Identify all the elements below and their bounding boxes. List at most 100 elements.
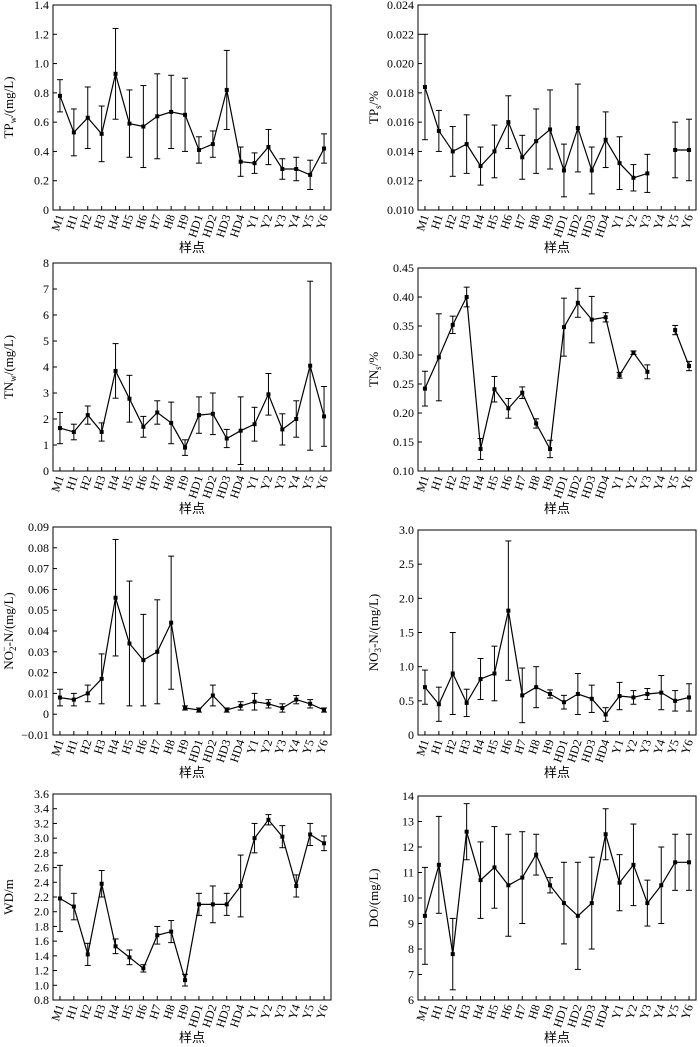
data-point-h4 — [478, 878, 483, 883]
x-tick-label-y6: Y6 — [313, 474, 331, 492]
x-tick-label-h2: H2 — [77, 738, 95, 756]
data-point-y1 — [252, 836, 257, 841]
x-tick-label-h3: H3 — [456, 738, 474, 756]
data-point-hd3 — [589, 168, 594, 173]
x-tick-label-h6: H6 — [497, 213, 515, 231]
data-point-h8 — [534, 685, 539, 690]
x-tick-label-h8: H8 — [160, 474, 178, 492]
x-tick-label-y5: Y5 — [299, 1003, 317, 1021]
data-point-hd1 — [561, 168, 566, 173]
y-tick-label: 0.012 — [387, 174, 414, 188]
plot-frame — [52, 262, 332, 472]
data-point-h2 — [450, 952, 455, 957]
data-point-h4 — [113, 944, 118, 949]
x-tick-label-hd1: HD1 — [185, 738, 206, 765]
x-tick-label-h9: H9 — [539, 474, 557, 492]
x-tick-label-h4: H4 — [470, 474, 488, 492]
y-tick-label: 0.024 — [387, 0, 414, 12]
y-tick-label: 2.8 — [34, 846, 49, 860]
x-tick-label-hd4: HD4 — [227, 1003, 248, 1030]
series-line — [59, 73, 325, 176]
data-point-hd4 — [603, 832, 608, 837]
data-point-h7 — [155, 649, 160, 654]
x-tick-label-h8: H8 — [525, 474, 543, 492]
plot-frame — [417, 529, 697, 736]
x-tick-label-h2: H2 — [77, 474, 95, 492]
data-point-m1 — [57, 695, 62, 700]
data-point-h6 — [141, 124, 146, 129]
series-line — [424, 294, 690, 451]
data-point-h9 — [183, 705, 188, 710]
x-tick-label-hd1: HD1 — [185, 213, 206, 240]
y-tick-label: 0.04 — [28, 624, 49, 638]
data-point-y1 — [617, 161, 622, 166]
data-point-y1 — [617, 373, 622, 378]
x-tick-label-h3: H3 — [91, 213, 109, 231]
x-tick-label-h1: H1 — [428, 213, 446, 231]
data-point-h3 — [99, 676, 104, 681]
x-tick-label-h9: H9 — [539, 1003, 557, 1021]
data-point-h2 — [85, 115, 90, 120]
data-point-h7 — [155, 410, 160, 415]
data-point-y6 — [322, 708, 327, 713]
data-point-hd2 — [575, 913, 580, 918]
data-point-y2 — [266, 145, 271, 150]
data-point-h1 — [71, 697, 76, 702]
y-tick-label: 0.014 — [387, 144, 414, 158]
data-point-y5 — [308, 172, 313, 177]
x-tick-label-hd4: HD4 — [227, 213, 248, 240]
data-point-h6 — [141, 424, 146, 429]
x-tick-label-h9: H9 — [174, 213, 192, 231]
x-tick-label-h4: H4 — [470, 738, 488, 756]
data-point-h4 — [478, 446, 483, 451]
series-line — [424, 610, 690, 716]
x-tick-label-h7: H7 — [511, 474, 529, 492]
data-point-h7 — [155, 933, 160, 938]
x-tick-label-y4: Y4 — [285, 1003, 303, 1021]
data-point-hd3 — [589, 696, 594, 701]
data-point-m1 — [422, 85, 427, 89]
data-point-h7 — [520, 155, 525, 160]
x-tick-label-h5: H5 — [483, 738, 501, 756]
chart-panel-5: −0.01 0 0.01 0.02 0.03 0.04 0.05 0.06 0.07 0.08 0.… — [0, 520, 332, 780]
x-tick-label-h9: H9 — [539, 738, 557, 756]
data-point-h3 — [99, 131, 104, 136]
x-tick-label-hd4: HD4 — [592, 1003, 613, 1030]
data-point-hd4 — [603, 137, 608, 142]
x-tick-label-h2: H2 — [442, 738, 460, 756]
x-tick-label-y4: Y4 — [650, 213, 668, 231]
x-tick-label-h3: H3 — [456, 474, 474, 492]
x-tick-label-y5: Y5 — [299, 474, 317, 492]
data-point-m1 — [422, 685, 427, 690]
y-tick-label: 2.4 — [34, 875, 49, 889]
data-point-hd2 — [575, 300, 580, 305]
data-point-y5 — [673, 860, 678, 865]
y-tick-label: 0.45 — [393, 261, 414, 275]
x-tick-label-h1: H1 — [428, 1003, 446, 1021]
y-axis-title: NO3−-N/(mg/L) — [364, 594, 383, 672]
data-point-hd4 — [238, 159, 243, 164]
data-point-m1 — [57, 426, 62, 431]
x-tick-label-hd1: HD1 — [550, 738, 571, 765]
y-tick-label: 9 — [408, 917, 414, 931]
data-point-y3 — [645, 692, 650, 696]
x-tick-label-h9: H9 — [174, 474, 192, 492]
x-tick-label-hd2: HD2 — [199, 1003, 220, 1030]
data-point-h7 — [520, 693, 525, 698]
x-tick-label-h2: H2 — [77, 1003, 95, 1021]
y-tick-label: 2.2 — [34, 890, 49, 904]
data-point-h7 — [520, 875, 525, 880]
y-tick-label: 1.4 — [34, 949, 49, 963]
x-tick-label-y6: Y6 — [313, 738, 331, 756]
y-tick-label: 1.4 — [34, 0, 49, 12]
plot-frame — [417, 4, 697, 211]
data-point-h9 — [183, 445, 188, 450]
y-tick-label: 7 — [408, 968, 414, 982]
x-tick-label-hd1: HD1 — [550, 213, 571, 240]
data-point-h4 — [113, 595, 118, 600]
chart-panel-3: 0 1 2 3 4 5 6 7 8 M1H1H2H3H4H5H6H7H8H9HD1HD2HD3HD… — [1, 256, 332, 516]
x-tick-label-h8: H8 — [160, 213, 178, 231]
data-point-h6 — [506, 120, 511, 125]
data-point-y1 — [617, 694, 622, 699]
data-point-h5 — [492, 149, 497, 154]
